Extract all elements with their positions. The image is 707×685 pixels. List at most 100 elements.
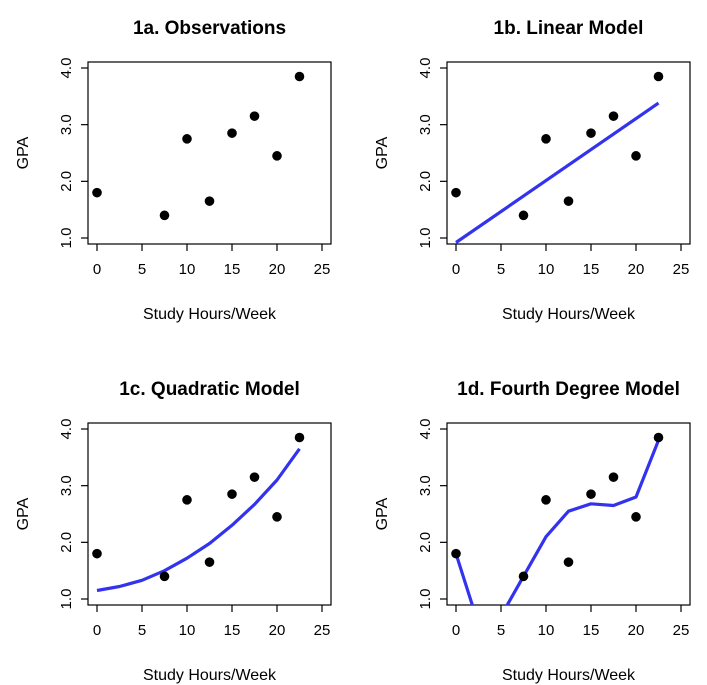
x-tick-label: 0 <box>93 261 101 278</box>
plot-frame <box>446 422 691 606</box>
y-tick-label: 4.0 <box>417 419 434 440</box>
x-tick-label: 25 <box>314 261 331 278</box>
data-point <box>294 432 305 443</box>
data-point <box>631 512 641 522</box>
y-tick-label: 3.0 <box>417 475 434 496</box>
x-axis-label: Study Hours/Week <box>502 667 636 684</box>
y-tick-label: 2.0 <box>417 171 434 192</box>
x-tick-label: 20 <box>628 261 645 278</box>
data-point <box>159 210 170 221</box>
x-tick-label: 5 <box>138 261 146 278</box>
y-axis-label: GPA <box>15 136 32 169</box>
panel-1c: 1c. Quadratic Model Study Hours/Week GPA… <box>15 379 332 684</box>
x-tick-label: 5 <box>497 261 505 278</box>
x-tick-label: 5 <box>138 622 146 639</box>
x-axis-label: Study Hours/Week <box>502 306 636 323</box>
y-tick-label: 1.0 <box>58 589 75 610</box>
x-tick-label: 15 <box>583 622 600 639</box>
y-tick-label: 1.0 <box>417 589 434 610</box>
y-tick-labels: 1.0 2.0 3.0 4.0 <box>417 58 434 249</box>
y-tick-label: 3.0 <box>58 114 75 135</box>
y-tick-label: 4.0 <box>58 419 75 440</box>
x-tick-label: 5 <box>497 622 505 639</box>
x-tick-label: 20 <box>628 622 645 639</box>
y-tick-label: 1.0 <box>417 228 434 249</box>
data-point <box>294 71 305 82</box>
data-point <box>518 571 529 582</box>
x-tick-label: 15 <box>583 261 600 278</box>
y-tick-label: 2.0 <box>58 532 75 553</box>
data-point <box>249 111 260 121</box>
x-tick-label: 25 <box>673 261 690 278</box>
data-point <box>182 495 192 505</box>
data-point <box>227 489 237 499</box>
chart-title: 1a. Observations <box>133 18 286 39</box>
data-point <box>586 489 596 499</box>
data-point <box>204 557 215 567</box>
data-point <box>608 111 619 121</box>
x-tick-label: 15 <box>224 622 241 639</box>
x-axis-label: Study Hours/Week <box>143 306 277 323</box>
panel-1b: 1b. Linear Model Study Hours/Week GPA 0 … <box>374 18 691 323</box>
x-tick-labels: 0 5 10 15 20 25 <box>93 622 331 639</box>
x-tick-label: 15 <box>224 261 241 278</box>
panel-1d: 1d. Fourth Degree Model Study Hours/Week… <box>374 379 691 684</box>
fit-line <box>454 439 660 605</box>
x-tick-label: 10 <box>179 261 196 278</box>
x-tick-label: 20 <box>269 622 286 639</box>
fit-line <box>96 447 301 593</box>
data-point <box>204 196 215 206</box>
y-axis-label: GPA <box>374 497 391 530</box>
data-point <box>92 548 102 559</box>
x-tick-labels: 0 5 10 15 20 25 <box>452 261 690 278</box>
data-point <box>92 187 102 198</box>
data-point <box>159 571 170 582</box>
data-point <box>586 128 596 138</box>
y-tick-label: 3.0 <box>417 114 434 135</box>
x-tick-label: 0 <box>452 622 460 639</box>
y-tick-label: 2.0 <box>58 171 75 192</box>
plot-frame <box>87 422 332 606</box>
chart-title: 1b. Linear Model <box>494 18 644 39</box>
data-point <box>541 134 551 144</box>
data-point <box>518 210 529 221</box>
data-point <box>451 187 461 198</box>
y-tick-label: 4.0 <box>417 58 434 79</box>
y-tick-label: 3.0 <box>58 475 75 496</box>
data-point <box>631 151 641 161</box>
y-tick-label: 1.0 <box>58 228 75 249</box>
x-tick-labels: 0 5 10 15 20 25 <box>452 622 690 639</box>
data-point <box>227 128 237 138</box>
data-point <box>272 512 282 522</box>
chart-title: 1d. Fourth Degree Model <box>457 379 680 400</box>
x-tick-labels: 0 5 10 15 20 25 <box>93 261 331 278</box>
x-tick-label: 10 <box>179 622 196 639</box>
panel-1a: 1a. Observations Study Hours/Week GPA 0 … <box>15 18 332 323</box>
x-tick-label: 0 <box>452 261 460 278</box>
y-tick-labels: 1.0 2.0 3.0 4.0 <box>58 419 75 610</box>
data-point <box>541 495 551 505</box>
y-axis-label: GPA <box>374 136 391 169</box>
chart-title: 1c. Quadratic Model <box>119 379 300 400</box>
x-axis-label: Study Hours/Week <box>143 667 277 684</box>
x-tick-label: 10 <box>538 622 555 639</box>
data-point <box>451 548 461 559</box>
fit-line <box>455 101 660 244</box>
x-tick-label: 10 <box>538 261 555 278</box>
data-point <box>249 472 260 482</box>
data-point <box>272 151 282 161</box>
data-point <box>563 557 574 567</box>
y-tick-label: 4.0 <box>58 58 75 79</box>
x-tick-label: 25 <box>673 622 690 639</box>
data-point <box>653 432 664 443</box>
plot-frame <box>87 61 332 245</box>
data-point <box>608 472 619 482</box>
y-tick-label: 2.0 <box>417 532 434 553</box>
x-tick-label: 0 <box>93 622 101 639</box>
x-tick-label: 20 <box>269 261 286 278</box>
y-axis-label: GPA <box>15 497 32 530</box>
y-tick-labels: 1.0 2.0 3.0 4.0 <box>58 58 75 249</box>
data-point <box>182 134 192 144</box>
data-point <box>563 196 574 206</box>
